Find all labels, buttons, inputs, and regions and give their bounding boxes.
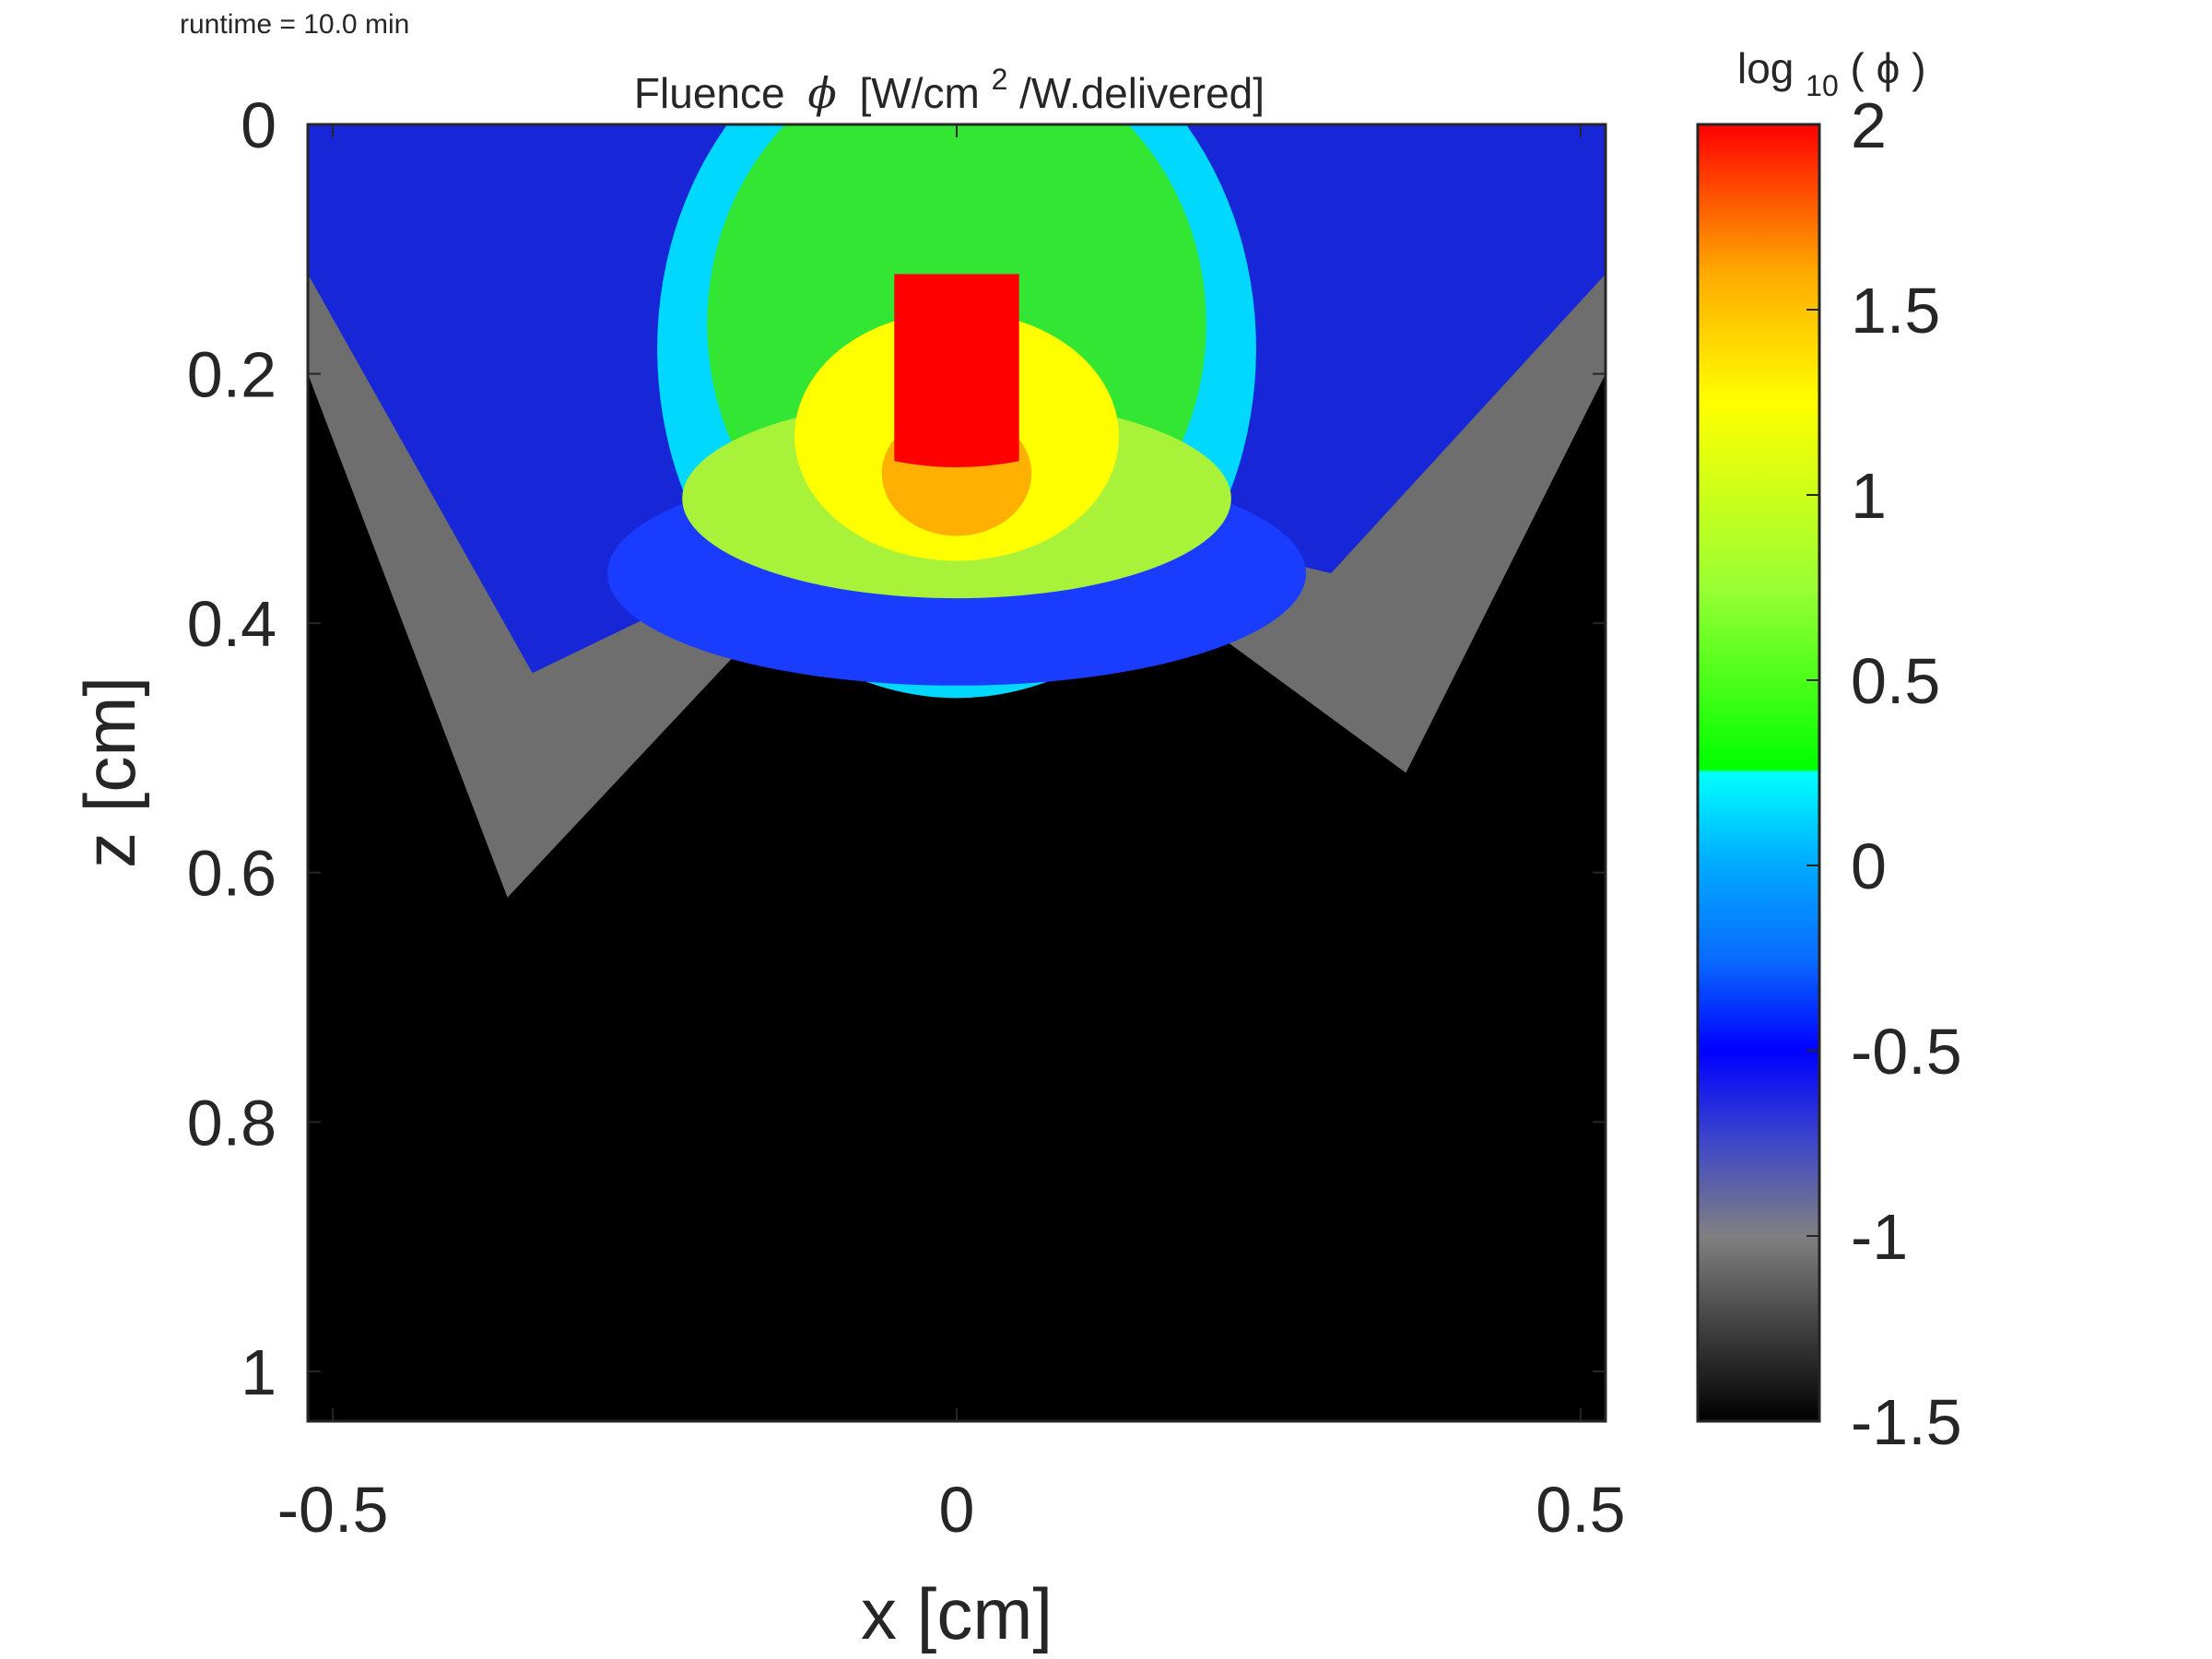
y-tick-label: 0.6 <box>187 838 276 910</box>
colorbar-label: log 10 ( ϕ ) <box>1737 44 1926 105</box>
colorbar-label-suffix: ( ϕ ) <box>1851 44 1926 92</box>
y-tick-label: 0.4 <box>187 588 276 660</box>
colorbar-tick-label: -1 <box>1851 1201 1908 1273</box>
y-axis: 0 0.2 0.4 0.6 0.8 1 <box>187 89 1606 1408</box>
y-tick-label: 1 <box>241 1336 276 1408</box>
y-tick-label: 0.8 <box>187 1087 276 1159</box>
colorbar-gradient <box>1696 123 1821 1423</box>
chart-title-symbol: ϕ <box>807 68 836 118</box>
x-axis-label: x [cm] <box>861 1573 1053 1654</box>
colorbar-tick-label: -0.5 <box>1851 1016 1962 1088</box>
x-tick-label: 0.5 <box>1535 1474 1625 1546</box>
source-region <box>894 274 1019 468</box>
chart-title-unit-suffix: /W.delivered] <box>1019 69 1265 117</box>
colorbar-tick-label: 2 <box>1851 89 1887 161</box>
chart-title-unit-prefix: [W/cm <box>860 69 980 117</box>
chart-title-unit-exponent: 2 <box>992 63 1008 96</box>
chart-title-text: Fluence <box>634 69 785 117</box>
colorbar-tick-label: 1.5 <box>1851 275 1940 347</box>
y-tick-label: 0 <box>241 89 276 161</box>
y-tick-label: 0.2 <box>187 339 276 411</box>
colorbar-tick-label: -1.5 <box>1851 1386 1962 1458</box>
colorbar-ticks: 2 1.5 1 0.5 0 -0.5 -1 -1.5 <box>1806 89 1962 1458</box>
runtime-label: runtime = 10.0 min <box>180 9 409 40</box>
y-axis-label: z [cm] <box>69 677 150 868</box>
chart-title: Fluence ϕ [W/cm 2 /W.delivered] <box>634 51 1265 118</box>
heatmap-area <box>308 124 1606 1421</box>
x-tick-label: -0.5 <box>277 1474 389 1546</box>
colorbar-label-prefix: log <box>1737 44 1794 92</box>
colorbar-tick-label: 0.5 <box>1851 645 1940 717</box>
colorbar-label-subscript: 10 <box>1806 69 1839 102</box>
colorbar-tick-label: 0 <box>1851 830 1887 902</box>
x-tick-label: 0 <box>939 1474 975 1546</box>
x-axis: -0.5 0 0.5 <box>277 124 1626 1546</box>
colorbar-tick-label: 1 <box>1851 460 1887 532</box>
